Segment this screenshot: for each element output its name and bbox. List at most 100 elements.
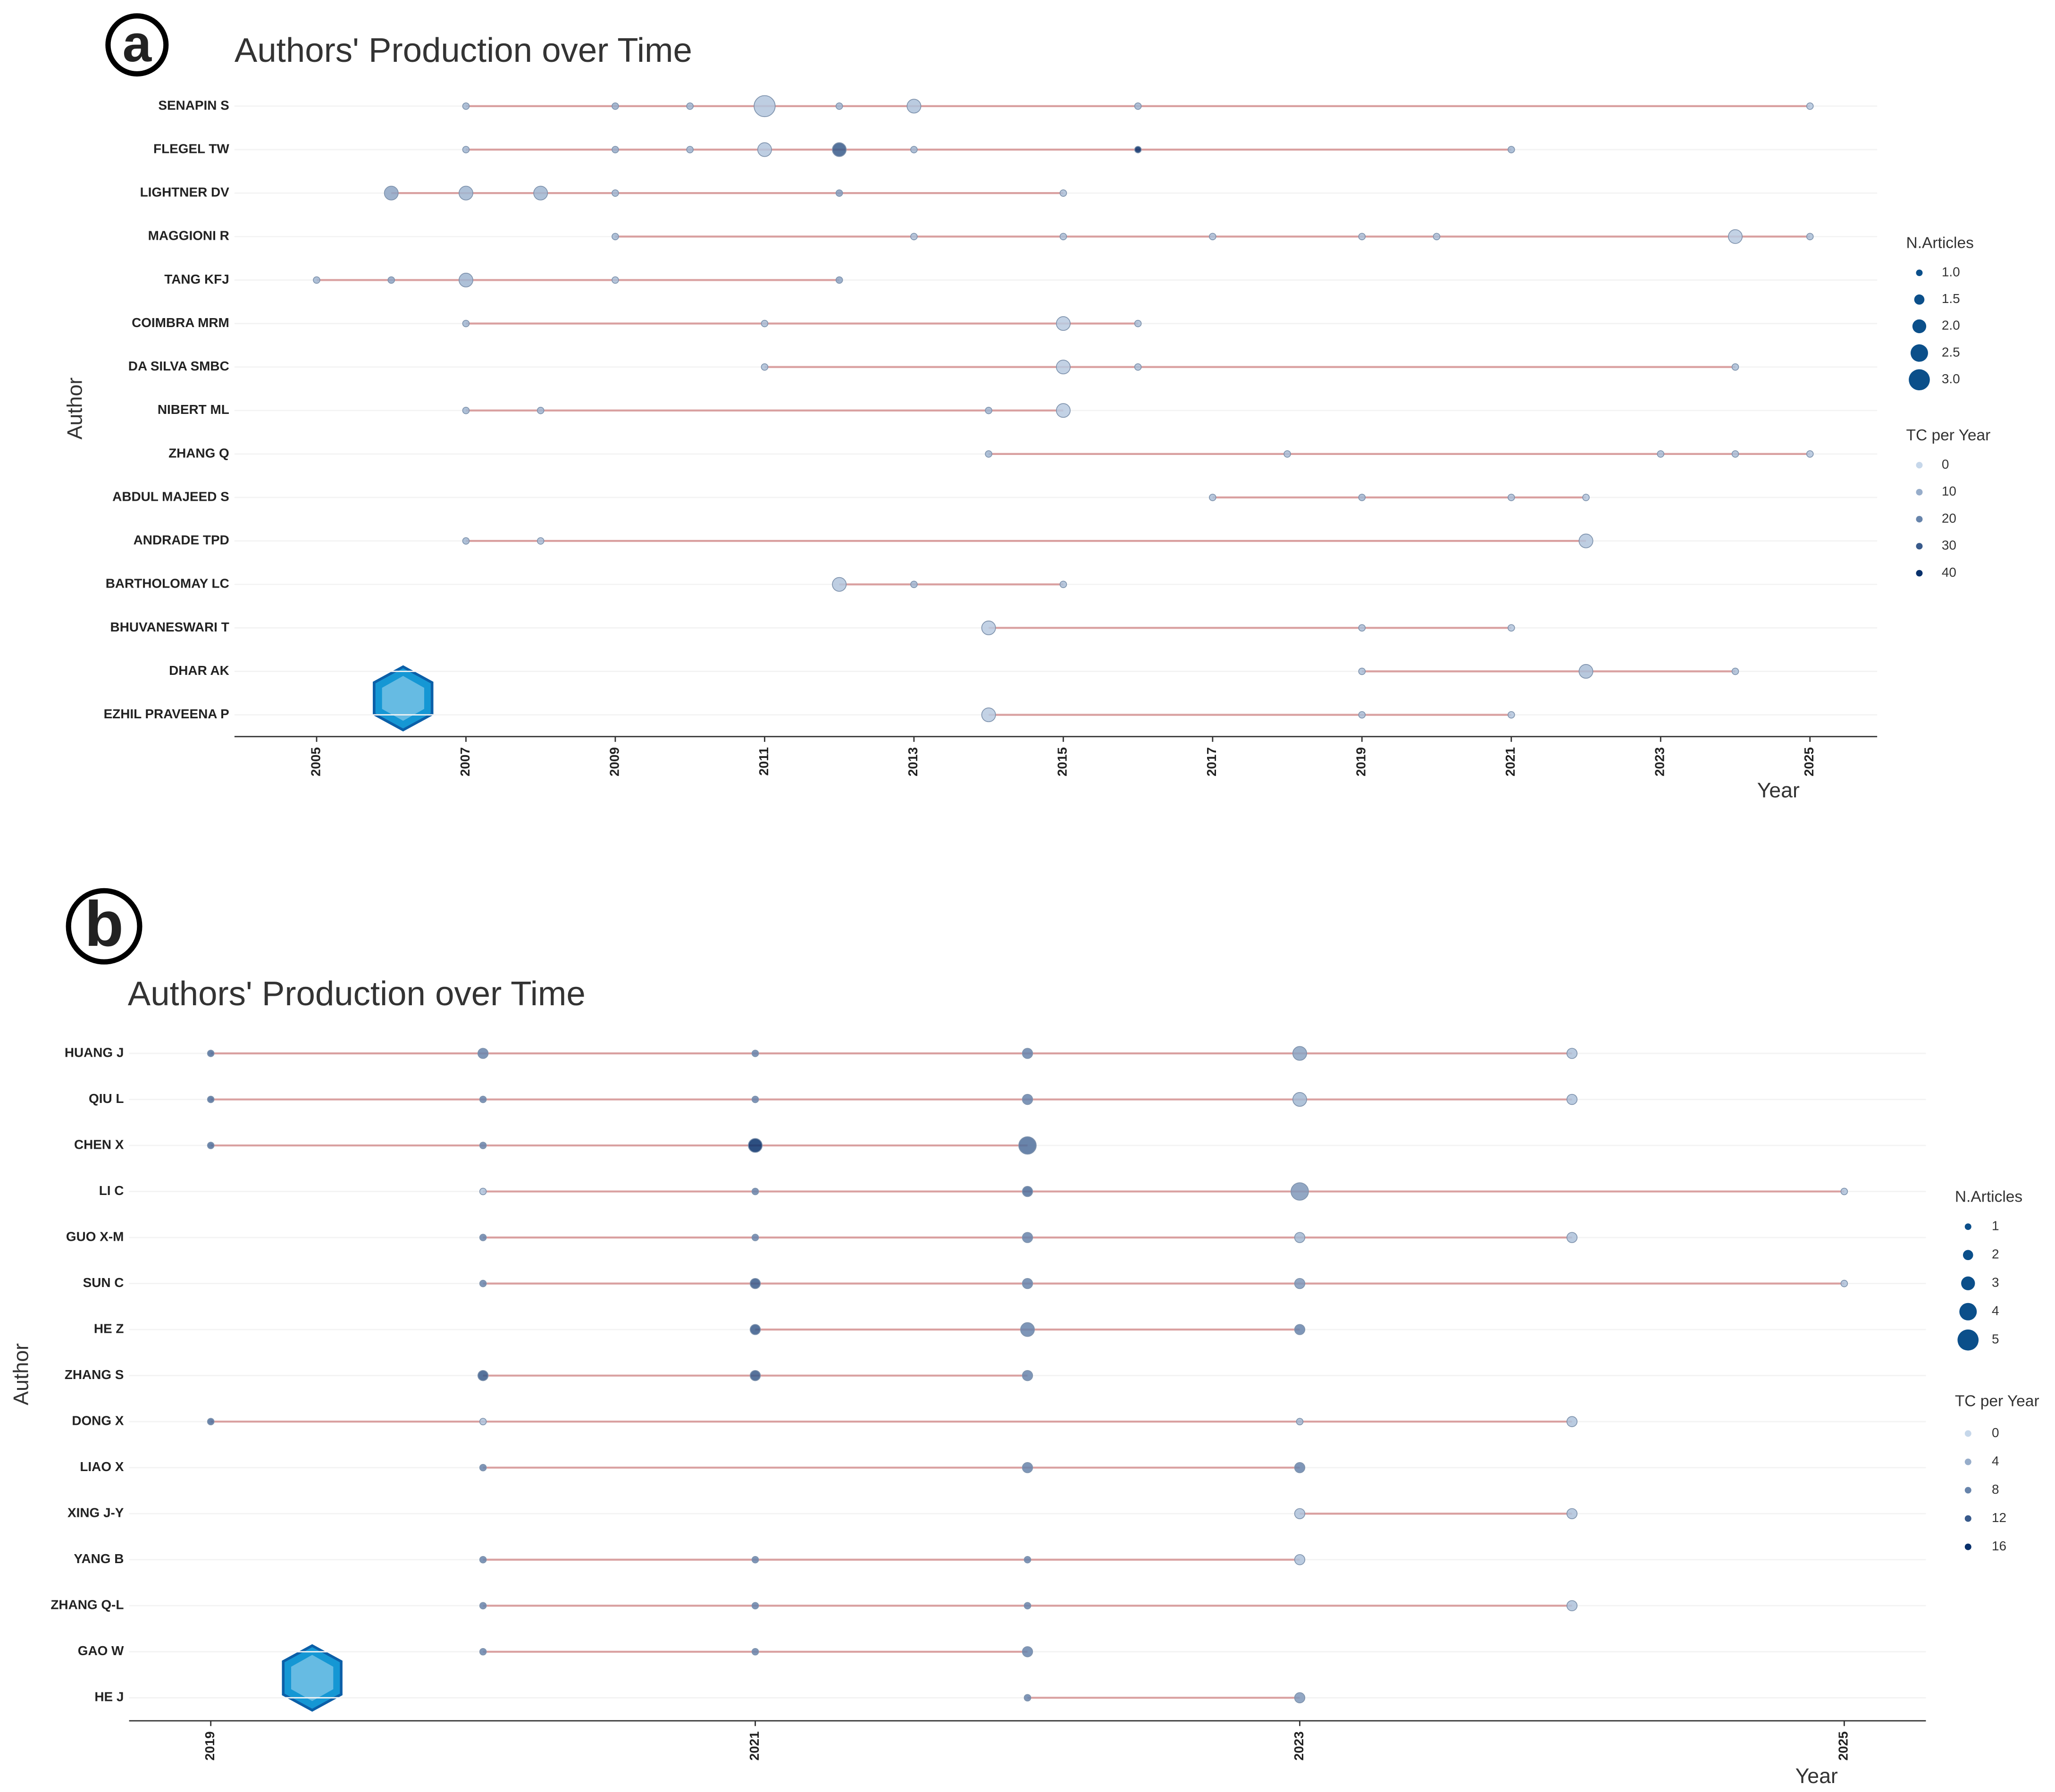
bubble: [1566, 1508, 1578, 1519]
x-tick-label: 2023: [1292, 1731, 1306, 1760]
bubble: [462, 102, 470, 110]
y-tick-label: SENAPIN S: [158, 98, 229, 112]
y-axis-label: Author: [64, 378, 87, 440]
bubble: [462, 320, 470, 328]
color-legend-label: 30: [1942, 538, 1956, 553]
bubble: [1806, 102, 1814, 110]
bubble: [612, 146, 619, 153]
x-tick-label: 2019: [202, 1731, 217, 1760]
bubble: [1022, 1370, 1033, 1381]
bubble: [1209, 494, 1216, 501]
y-tick-label: LIGHTNER DV: [140, 185, 230, 200]
bubble: [1134, 363, 1142, 371]
bubble: [479, 1187, 487, 1195]
y-tick-label: GUO X-M: [66, 1229, 124, 1244]
bubble: [1294, 1278, 1306, 1289]
y-tick-label: ANDRADE TPD: [134, 533, 229, 547]
color-legend-key: [1964, 1515, 1971, 1522]
bubble: [1806, 233, 1814, 241]
size-legend-key: [1963, 1250, 1973, 1261]
panel-label: a: [123, 15, 152, 73]
bubble: [1023, 1602, 1032, 1610]
bubble: [479, 1464, 487, 1472]
bubble: [612, 276, 619, 284]
bubble: [1728, 229, 1743, 244]
bubble: [1566, 1094, 1578, 1105]
color-legend-title: TC per Year: [1906, 427, 1991, 444]
bubble: [981, 707, 996, 723]
bubble: [1134, 146, 1142, 153]
bubble: [207, 1050, 215, 1057]
bubble: [1023, 1694, 1032, 1702]
bubble: [1059, 581, 1067, 589]
y-tick-label: ZHANG Q: [168, 446, 229, 460]
color-legend-label: 4: [1992, 1454, 1999, 1468]
bubble: [751, 1602, 759, 1610]
bubble: [1358, 233, 1366, 241]
color-legend-label: 16: [1992, 1539, 2006, 1553]
bubble: [906, 99, 922, 114]
y-tick-label: ZHANG S: [65, 1367, 124, 1382]
color-legend-label: 8: [1992, 1482, 1999, 1497]
bubble: [612, 102, 619, 110]
bubble: [1291, 1182, 1309, 1201]
y-tick-label: BHUVANESWARI T: [110, 620, 229, 634]
y-tick-label: MAGGIONI R: [148, 228, 229, 243]
panel-label: b: [84, 888, 124, 959]
bubble: [1022, 1232, 1033, 1243]
bubble: [749, 1324, 761, 1335]
bubble: [1022, 1094, 1033, 1105]
bubble: [761, 320, 769, 328]
bubble: [1209, 233, 1216, 241]
bubble: [1657, 450, 1665, 458]
bubble: [537, 406, 545, 414]
bubble: [1294, 1692, 1306, 1703]
size-legend-label: 4: [1992, 1304, 1999, 1318]
bubble: [1433, 233, 1441, 241]
color-legend-label: 20: [1942, 511, 1956, 525]
bubble: [1059, 189, 1067, 197]
bubble: [1292, 1046, 1307, 1061]
x-tick-label: 2025: [1836, 1731, 1851, 1760]
bubble: [832, 142, 847, 157]
x-tick-label: 2007: [458, 747, 472, 776]
y-tick-label: HE Z: [94, 1321, 124, 1336]
bubble: [1578, 533, 1594, 548]
size-legend-key: [1959, 1303, 1977, 1321]
x-tick-label: 2025: [1802, 747, 1816, 776]
bubble: [479, 1234, 487, 1241]
y-tick-label: LI C: [99, 1183, 124, 1198]
bubble: [751, 1095, 759, 1103]
y-tick-label: BARTHOLOMAY LC: [106, 576, 229, 591]
size-legend-title: N.Articles: [1906, 234, 1974, 252]
bubble: [1056, 316, 1071, 331]
chart-title: Authors' Production over Time: [128, 975, 586, 1013]
size-legend-title: N.Articles: [1955, 1188, 2022, 1206]
bubble: [686, 146, 694, 153]
bubble: [1358, 667, 1366, 675]
bubble: [1731, 363, 1739, 371]
size-legend-label: 1.0: [1942, 264, 1960, 279]
bubble: [1507, 624, 1515, 632]
bubble: [479, 1279, 487, 1287]
x-tick-label: 2011: [756, 747, 771, 776]
x-axis-label: Year: [1757, 779, 1800, 802]
y-tick-label: QIU L: [89, 1091, 124, 1106]
bubble: [749, 1370, 761, 1381]
y-tick-label: ZHANG Q-L: [50, 1598, 124, 1612]
bubble: [533, 185, 548, 201]
x-tick-label: 2021: [1503, 747, 1518, 776]
panel-badge: [66, 888, 143, 965]
bubble: [1018, 1136, 1037, 1155]
bubble: [1296, 1418, 1304, 1426]
x-tick-label: 2017: [1204, 747, 1219, 776]
y-tick-label: DHAR AK: [169, 663, 229, 678]
bubble: [1283, 450, 1291, 458]
size-legend-label: 3: [1992, 1275, 1999, 1290]
bubble: [612, 233, 619, 241]
size-legend-key: [1957, 1329, 1979, 1351]
bubble: [207, 1418, 215, 1426]
bubble: [751, 1234, 759, 1241]
